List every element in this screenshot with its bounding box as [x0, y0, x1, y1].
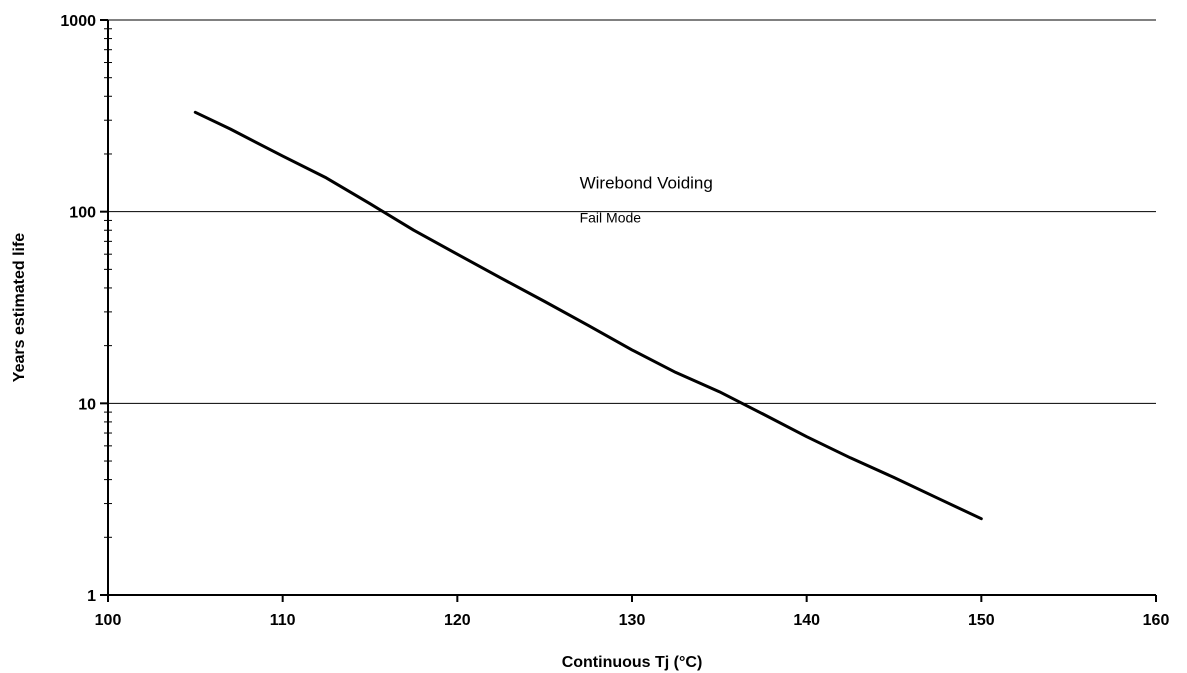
y-tick-label-1000: 1000: [60, 13, 96, 30]
y-axis-title: Years estimated life: [11, 233, 28, 383]
x-tick-label-100: 100: [95, 612, 122, 629]
y-tick-label-10: 10: [78, 396, 96, 413]
series: [193, 110, 983, 521]
x-tick-label-120: 120: [444, 612, 471, 629]
x-tick-label-130: 130: [619, 612, 646, 629]
x-tick-label-140: 140: [793, 612, 820, 629]
x-tick-labels: 100 110 120 130 140 150 160: [95, 612, 1170, 629]
x-tick-label-160: 160: [1143, 612, 1170, 629]
y-tick-label-100: 100: [69, 205, 96, 222]
x-axis-title: Continuous Tj (°C): [562, 654, 703, 671]
series-line-0: [193, 110, 983, 521]
annotation-fail-mode: Fail Mode: [580, 209, 642, 225]
x-tick-label-150: 150: [968, 612, 995, 629]
y-tick-label-1: 1: [87, 588, 96, 605]
y-tick-labels: 1 10 100 1000: [60, 13, 96, 605]
annotation-wirebond-voiding: Wirebond Voiding: [580, 174, 713, 193]
major-ticks: [100, 19, 1157, 602]
grid-lines: [108, 19, 1156, 404]
x-tick-label-110: 110: [270, 612, 296, 629]
